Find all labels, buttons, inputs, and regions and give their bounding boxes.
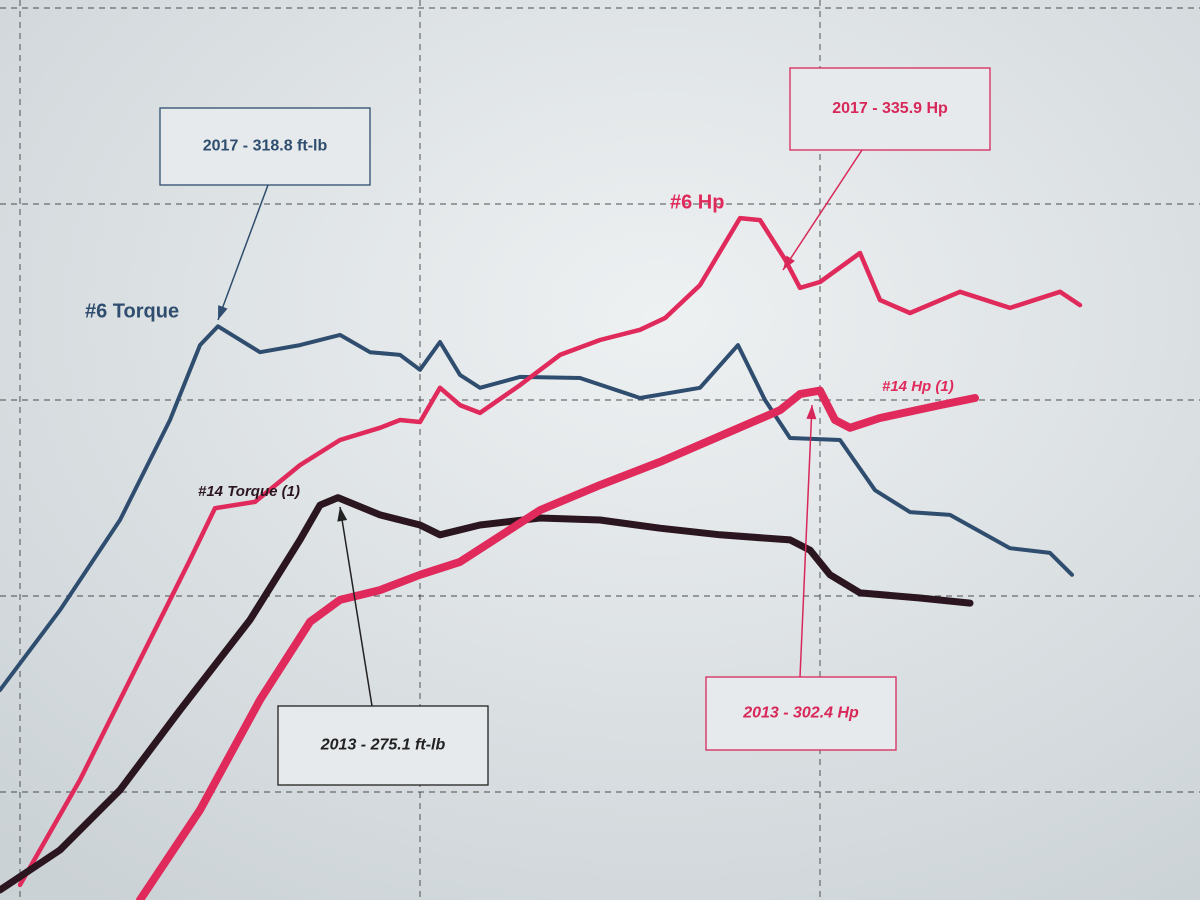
series-label: #6 Hp xyxy=(670,191,724,213)
annotation-arrow xyxy=(339,506,373,707)
annotation-text: 2017 - 318.8 ft-lb xyxy=(203,138,328,155)
series-label: #14 Torque (1) xyxy=(198,483,300,500)
arrow-head xyxy=(806,405,817,420)
annotation-text: 2013 - 302.4 Hp xyxy=(742,705,859,722)
series-label: #6 Torque xyxy=(85,300,179,322)
annotation-arrow xyxy=(799,404,813,678)
series-line xyxy=(0,494,974,894)
lines: #6 Torque #6 Hp #14 Torque (1) #14 Hp (1) xyxy=(0,191,1083,900)
arrow-head xyxy=(218,305,228,320)
series-line xyxy=(136,386,979,900)
annotation-text: 2013 - 275.1 ft-lb xyxy=(320,737,446,754)
annotation-arrow xyxy=(217,184,269,321)
arrow-head xyxy=(337,507,348,522)
annotation-box xyxy=(277,705,489,786)
annotation-box xyxy=(159,107,371,186)
annotation-box xyxy=(705,676,897,751)
annotations: 2017 - 318.8 ft-lb 2017 - 335.9 Hp 2013 - … xyxy=(159,67,991,786)
annotation-arrow xyxy=(782,149,863,271)
series-label: #14 Hp (1) xyxy=(882,378,954,395)
arrow-head xyxy=(783,255,795,270)
annotation-box xyxy=(789,67,991,151)
annotation-text: 2017 - 335.9 Hp xyxy=(832,100,948,117)
series-line xyxy=(17,215,1083,888)
series-line xyxy=(0,324,1074,693)
